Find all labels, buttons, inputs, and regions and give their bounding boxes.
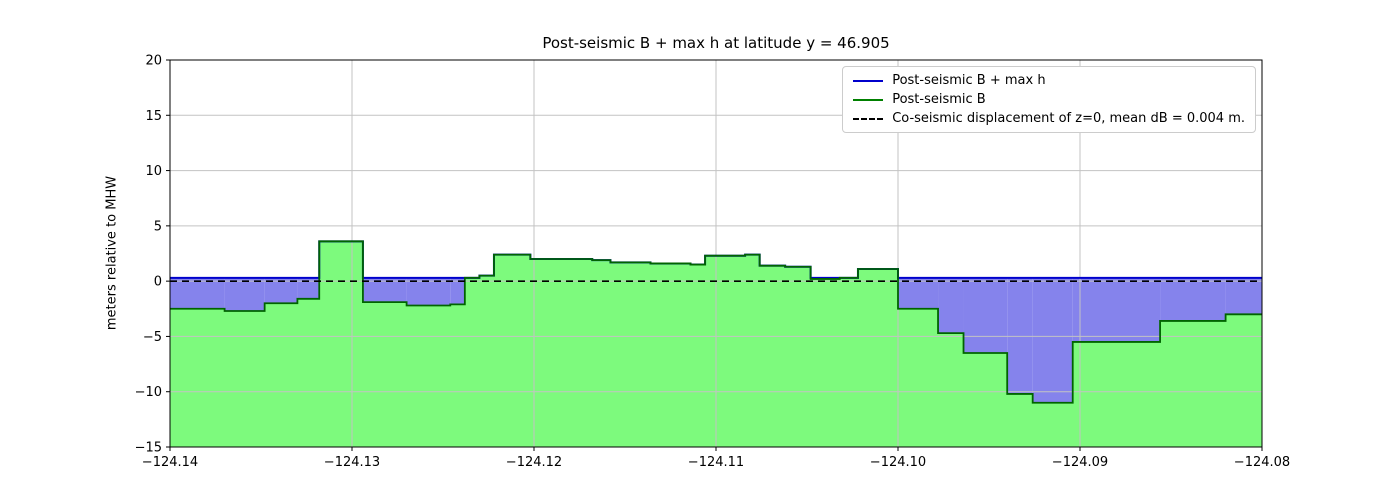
legend-item: Co-seismic displacement of z=0, mean dB …: [853, 111, 1245, 126]
y-tick-label: 0: [154, 275, 162, 290]
x-tick-label: −124.11: [688, 455, 744, 470]
chart-title: Post-seismic B + max h at latitude y = 4…: [542, 34, 890, 52]
x-tick-label: −124.08: [1234, 455, 1290, 470]
x-tick-label: −124.14: [142, 455, 198, 470]
legend-label: Post-seismic B: [892, 92, 986, 107]
legend-item: Post-seismic B + max h: [853, 73, 1245, 88]
green-line-icon: [853, 98, 884, 101]
blue-line-icon: [853, 79, 884, 82]
y-tick-label: 20: [145, 54, 162, 69]
y-tick-label: −10: [135, 385, 162, 400]
y-tick-label: 15: [145, 109, 162, 124]
y-tick-label: 5: [154, 219, 162, 234]
y-tick-label: −15: [135, 441, 162, 456]
x-tick-label: −124.13: [324, 455, 380, 470]
x-tick-label: −124.10: [870, 455, 926, 470]
legend: Post-seismic B + max h Post-seismic B Co…: [842, 66, 1256, 133]
legend-item: Post-seismic B: [853, 92, 1245, 107]
legend-label: Post-seismic B + max h: [892, 73, 1046, 88]
x-tick-label: −124.09: [1052, 455, 1108, 470]
x-tick-label: −124.12: [506, 455, 562, 470]
y-tick-label: −5: [143, 330, 162, 345]
dashed-line-icon: [853, 117, 884, 120]
y-tick-label: 10: [145, 164, 162, 179]
legend-label: Co-seismic displacement of z=0, mean dB …: [892, 111, 1245, 126]
